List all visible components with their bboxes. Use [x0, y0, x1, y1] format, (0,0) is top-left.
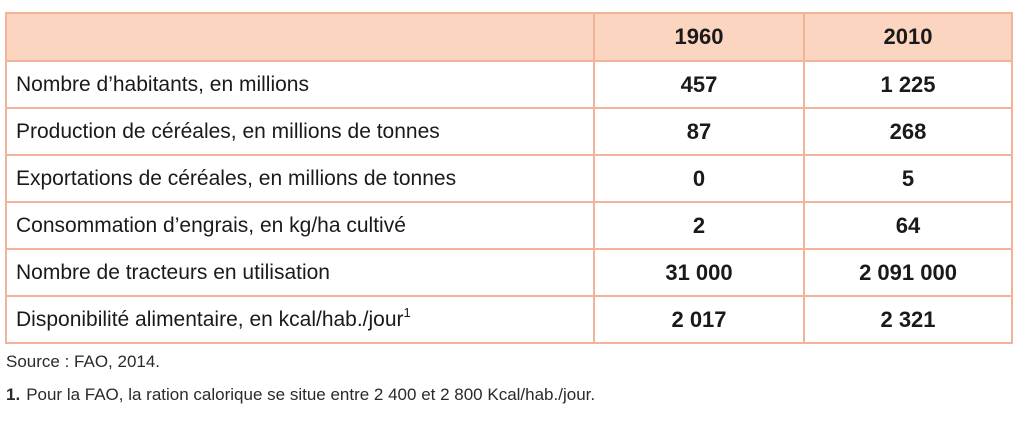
row-label-text: Disponibilité alimentaire, en kcal/hab./…	[16, 308, 404, 331]
footnote: 1. Pour la FAO, la ration calorique se si…	[6, 385, 595, 405]
data-table-container: 1960 2010 Nombre d’habitants, en million…	[5, 12, 1013, 344]
header-year-2010: 2010	[803, 12, 1013, 62]
value-2010: 268	[803, 107, 1013, 156]
row-label: Production de céréales, en millions de t…	[5, 107, 595, 156]
footnote-number: 1.	[6, 385, 21, 404]
footnote-text: Pour la FAO, la ration calorique se situ…	[26, 385, 596, 404]
table-row: Nombre de tracteurs en utilisation 31 00…	[5, 248, 1013, 297]
row-label: Consommation d’engrais, en kg/ha cultivé	[5, 201, 595, 250]
value-1960: 457	[593, 60, 805, 109]
header-label-cell	[5, 12, 595, 62]
value-2010: 1 225	[803, 60, 1013, 109]
table-header-row: 1960 2010	[5, 12, 1013, 62]
value-2010: 2 091 000	[803, 248, 1013, 297]
value-1960: 2	[593, 201, 805, 250]
row-label: Exportations de céréales, en millions de…	[5, 154, 595, 203]
table-row: Exportations de céréales, en millions de…	[5, 154, 1013, 203]
value-1960: 87	[593, 107, 805, 156]
value-1960: 2 017	[593, 295, 805, 344]
table-row: Consommation d’engrais, en kg/ha cultivé…	[5, 201, 1013, 250]
value-1960: 31 000	[593, 248, 805, 297]
data-table: 1960 2010 Nombre d’habitants, en million…	[5, 12, 1013, 344]
table-row: Nombre d’habitants, en millions 457 1 22…	[5, 60, 1013, 109]
row-label: Nombre de tracteurs en utilisation	[5, 248, 595, 297]
value-2010: 2 321	[803, 295, 1013, 344]
footnote-marker: 1	[403, 305, 411, 320]
value-2010: 5	[803, 154, 1013, 203]
value-1960: 0	[593, 154, 805, 203]
row-label: Disponibilité alimentaire, en kcal/hab./…	[5, 295, 595, 344]
header-year-1960: 1960	[593, 12, 805, 62]
table-row: Disponibilité alimentaire, en kcal/hab./…	[5, 295, 1013, 344]
source-note: Source : FAO, 2014.	[6, 352, 161, 371]
row-label: Nombre d’habitants, en millions	[5, 60, 595, 109]
table-row: Production de céréales, en millions de t…	[5, 107, 1013, 156]
value-2010: 64	[803, 201, 1013, 250]
